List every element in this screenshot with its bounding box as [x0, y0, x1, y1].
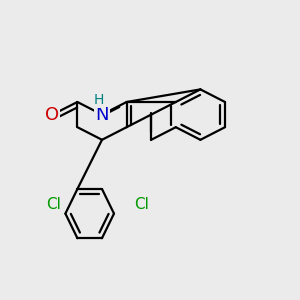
Text: Cl: Cl: [134, 197, 149, 212]
Text: O: O: [45, 106, 60, 124]
Text: Cl: Cl: [46, 197, 61, 212]
Text: H: H: [94, 93, 104, 107]
Text: N: N: [95, 106, 109, 124]
